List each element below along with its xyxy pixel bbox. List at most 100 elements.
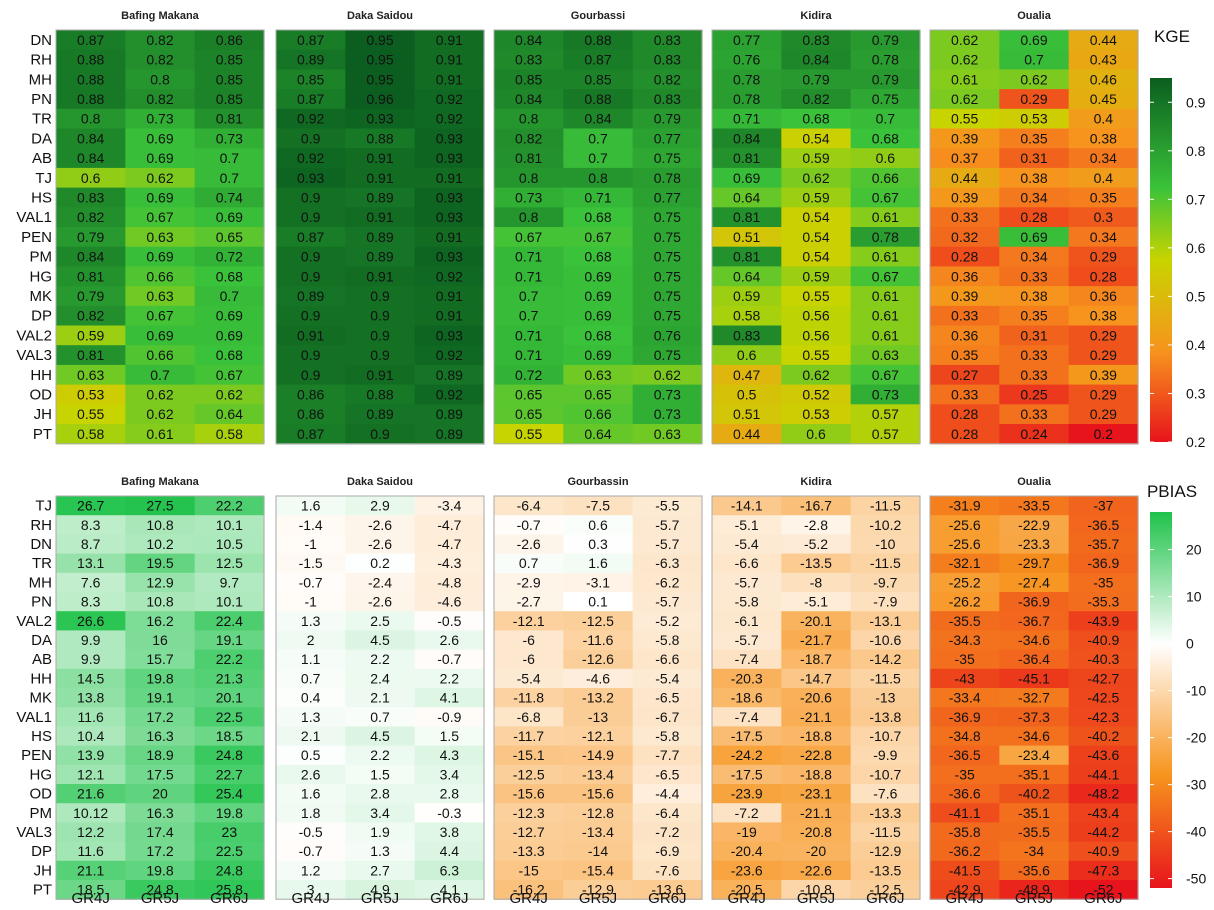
cell-label: 2.2 <box>370 651 390 667</box>
cell-label: 0.83 <box>802 32 829 48</box>
heatmap-cell <box>632 148 703 169</box>
cell-label: 0.54 <box>802 249 829 265</box>
cell-label: 0.84 <box>77 249 104 265</box>
cell-label: 0.54 <box>802 130 829 146</box>
cell-label: 0.59 <box>733 288 760 304</box>
heatmap-cell <box>125 69 196 90</box>
cell-label: 0.58 <box>77 426 104 442</box>
cell-label: -0.7 <box>517 517 541 533</box>
heatmap-cell <box>781 841 852 862</box>
cell-label: -1 <box>304 536 317 552</box>
cell-label: 0.9 <box>301 249 321 265</box>
cell-label: 0.82 <box>802 91 829 107</box>
cell-label: 0.33 <box>951 386 978 402</box>
cell-label: 0.69 <box>216 327 243 343</box>
cell-label: -13.6 <box>651 882 683 898</box>
heatmap-cell <box>999 515 1070 535</box>
cell-label: 0.75 <box>654 268 681 284</box>
cell-label: -21.7 <box>800 632 832 648</box>
cell-label: 0.33 <box>1020 406 1047 422</box>
heatmap-cell <box>125 167 196 189</box>
heatmap-cell <box>850 803 921 823</box>
cell-label: -23.4 <box>1018 747 1050 763</box>
heatmap-cell <box>345 515 416 535</box>
cell-label: 0.84 <box>515 91 542 107</box>
cell-label: 0.81 <box>77 347 104 363</box>
heatmap-cell <box>125 227 196 248</box>
heatmap-cell <box>276 534 346 555</box>
heatmap-cell <box>125 572 196 593</box>
cell-label: -42.9 <box>949 882 981 898</box>
heatmap-cell <box>494 592 564 612</box>
heatmap-cell <box>125 707 196 727</box>
cell-label: 12.5 <box>216 555 243 571</box>
heatmap-cell <box>414 515 485 535</box>
cell-label: 0.7 <box>220 170 240 186</box>
heatmap-cell <box>194 207 265 228</box>
cell-label: 0.75 <box>654 249 681 265</box>
heatmap-cell <box>632 384 703 405</box>
heatmap-cell <box>850 668 921 689</box>
cell-label: 6.3 <box>440 862 460 878</box>
heatmap-cell <box>56 424 126 445</box>
cell-label: 17.2 <box>146 709 173 725</box>
heatmap-cell <box>276 668 346 689</box>
heatmap-cell <box>712 592 782 612</box>
heatmap-cell <box>125 49 196 70</box>
heatmap-cell <box>781 325 852 346</box>
cell-label: -3.1 <box>586 574 610 590</box>
cell-label: 0.67 <box>872 367 899 383</box>
heatmap-cell <box>563 266 634 287</box>
cell-label: 0.66 <box>146 268 173 284</box>
row-label: PEN <box>21 229 52 246</box>
heatmap-cell <box>930 187 1000 208</box>
heatmap-cell <box>125 822 196 843</box>
cell-label: -34.6 <box>1018 728 1050 744</box>
cell-label: -12.7 <box>513 824 545 840</box>
cell-label: 0.93 <box>436 249 463 265</box>
heatmap-cell <box>563 496 634 516</box>
row-label: HG <box>30 766 53 783</box>
heatmap-cell <box>712 207 782 228</box>
cell-label: 0.9 <box>301 347 321 363</box>
heatmap-cell <box>345 266 416 287</box>
heatmap-cell <box>56 148 126 169</box>
cell-label: 0.82 <box>515 130 542 146</box>
cell-label: 0.85 <box>515 71 542 87</box>
heatmap-cell <box>494 668 564 689</box>
cell-label: 0.9 <box>301 209 321 225</box>
heatmap-cell <box>563 227 634 248</box>
cell-label: 0.9 <box>301 367 321 383</box>
cell-label: -1 <box>304 594 317 610</box>
cell-label: -14 <box>588 843 608 859</box>
cell-label: 3.8 <box>440 824 460 840</box>
cell-label: 3.4 <box>370 805 390 821</box>
heatmap-cell <box>56 726 126 747</box>
row-label: JH <box>34 862 52 879</box>
legend-tick-label: -20 <box>1186 730 1206 746</box>
cell-label: -15.4 <box>582 862 614 878</box>
heatmap-cell <box>781 305 852 327</box>
cell-label: 0.51 <box>733 406 760 422</box>
cell-label: 0.56 <box>802 327 829 343</box>
cell-label: 0.55 <box>802 288 829 304</box>
cell-label: 0.92 <box>436 91 463 107</box>
row-label: TJ <box>35 498 52 515</box>
cell-label: -52 <box>1093 882 1113 898</box>
cell-label: -8 <box>810 574 823 590</box>
heatmap-cell <box>930 49 1000 70</box>
heatmap-cell <box>494 286 564 307</box>
cell-label: 0.76 <box>654 327 681 343</box>
heatmap-cell <box>345 345 416 366</box>
cell-label: 0.38 <box>1020 288 1047 304</box>
heatmap-cell <box>494 108 564 130</box>
cell-label: -6.5 <box>655 766 679 782</box>
heatmap-cell <box>632 49 703 70</box>
cell-label: 23 <box>222 824 238 840</box>
heatmap-cell <box>56 496 126 516</box>
cell-label: -5.8 <box>655 728 679 744</box>
cell-label: 0.59 <box>802 189 829 205</box>
cell-label: 4.1 <box>440 690 460 706</box>
cell-label: 2.1 <box>301 728 321 744</box>
cell-label: 0.35 <box>1090 189 1117 205</box>
